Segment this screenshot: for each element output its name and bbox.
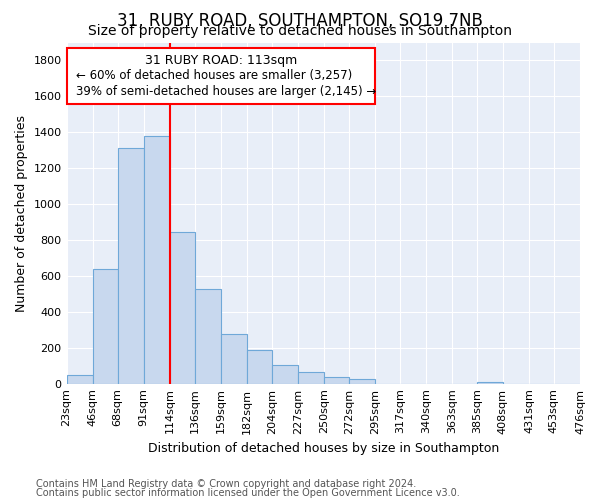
- Bar: [92, 269, 118, 384]
- Bar: [298, 372, 324, 384]
- Bar: [477, 382, 503, 384]
- X-axis label: Distribution of detached houses by size in Southampton: Distribution of detached houses by size …: [148, 442, 499, 455]
- Bar: [349, 379, 375, 384]
- Bar: [221, 334, 247, 384]
- Bar: [67, 374, 92, 384]
- Bar: [118, 148, 143, 384]
- Text: 31 RUBY ROAD: 113sqm: 31 RUBY ROAD: 113sqm: [145, 54, 297, 66]
- Bar: [272, 365, 298, 384]
- Text: 39% of semi-detached houses are larger (2,145) →: 39% of semi-detached houses are larger (…: [76, 85, 376, 98]
- Y-axis label: Number of detached properties: Number of detached properties: [15, 114, 28, 312]
- Text: 31, RUBY ROAD, SOUTHAMPTON, SO19 7NB: 31, RUBY ROAD, SOUTHAMPTON, SO19 7NB: [117, 12, 483, 30]
- Bar: [194, 288, 221, 384]
- Bar: [143, 136, 170, 384]
- Text: ← 60% of detached houses are smaller (3,257): ← 60% of detached houses are smaller (3,…: [76, 69, 352, 82]
- Text: Contains public sector information licensed under the Open Government Licence v3: Contains public sector information licen…: [36, 488, 460, 498]
- Bar: [324, 377, 349, 384]
- Bar: [170, 232, 194, 384]
- Text: Contains HM Land Registry data © Crown copyright and database right 2024.: Contains HM Land Registry data © Crown c…: [36, 479, 416, 489]
- Bar: [247, 350, 272, 384]
- Text: Size of property relative to detached houses in Southampton: Size of property relative to detached ho…: [88, 24, 512, 38]
- FancyBboxPatch shape: [67, 48, 375, 104]
